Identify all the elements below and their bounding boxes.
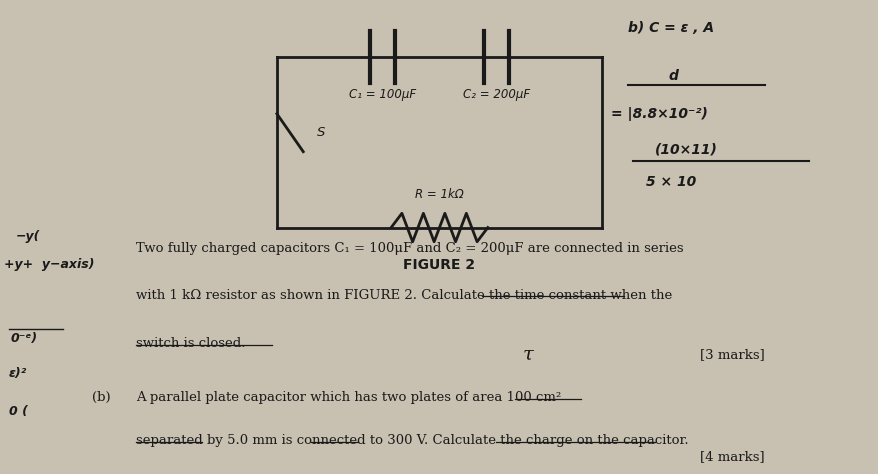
Text: 5 × 10: 5 × 10 — [645, 175, 695, 190]
Text: A parallel plate capacitor which has two plates of area 100 cm²: A parallel plate capacitor which has two… — [136, 391, 561, 404]
Text: with 1 kΩ resistor as shown in FIGURE 2. Calculate the time constant when the: with 1 kΩ resistor as shown in FIGURE 2.… — [136, 289, 672, 302]
Text: FIGURE 2: FIGURE 2 — [403, 258, 475, 273]
Text: 0⁻ᵉ): 0⁻ᵉ) — [11, 332, 38, 345]
Text: R = 1kΩ: R = 1kΩ — [414, 189, 464, 201]
Text: −y(: −y( — [16, 230, 40, 243]
Text: S: S — [316, 126, 325, 139]
Text: switch is closed.: switch is closed. — [136, 337, 246, 349]
Text: C₁ = 100μF: C₁ = 100μF — [349, 88, 415, 100]
Text: (b): (b) — [92, 391, 111, 404]
Text: τ: τ — [522, 346, 533, 364]
Text: 0 (: 0 ( — [9, 405, 27, 418]
Text: C₂ = 200μF: C₂ = 200μF — [463, 88, 529, 100]
Text: d: d — [667, 69, 677, 83]
Text: separated by 5.0 mm is connected to 300 V. Calculate the charge on the capacitor: separated by 5.0 mm is connected to 300 … — [136, 434, 688, 447]
Text: +y+  y−axis): +y+ y−axis) — [4, 258, 95, 271]
Text: (10×11): (10×11) — [654, 142, 717, 156]
Text: [4 marks]: [4 marks] — [699, 450, 764, 463]
Text: [3 marks]: [3 marks] — [699, 348, 764, 361]
Text: ε)²: ε)² — [9, 367, 27, 380]
Text: Two fully charged capacitors C₁ = 100μF and C₂ = 200μF are connected in series: Two fully charged capacitors C₁ = 100μF … — [136, 242, 683, 255]
Text: b) C = ε , A: b) C = ε , A — [628, 21, 714, 36]
Text: = |8.8×10⁻²): = |8.8×10⁻²) — [610, 107, 707, 121]
